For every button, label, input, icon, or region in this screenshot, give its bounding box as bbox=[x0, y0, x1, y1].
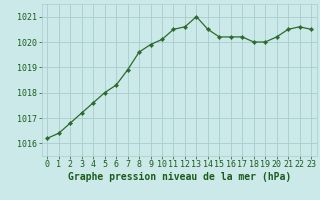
X-axis label: Graphe pression niveau de la mer (hPa): Graphe pression niveau de la mer (hPa) bbox=[68, 172, 291, 182]
